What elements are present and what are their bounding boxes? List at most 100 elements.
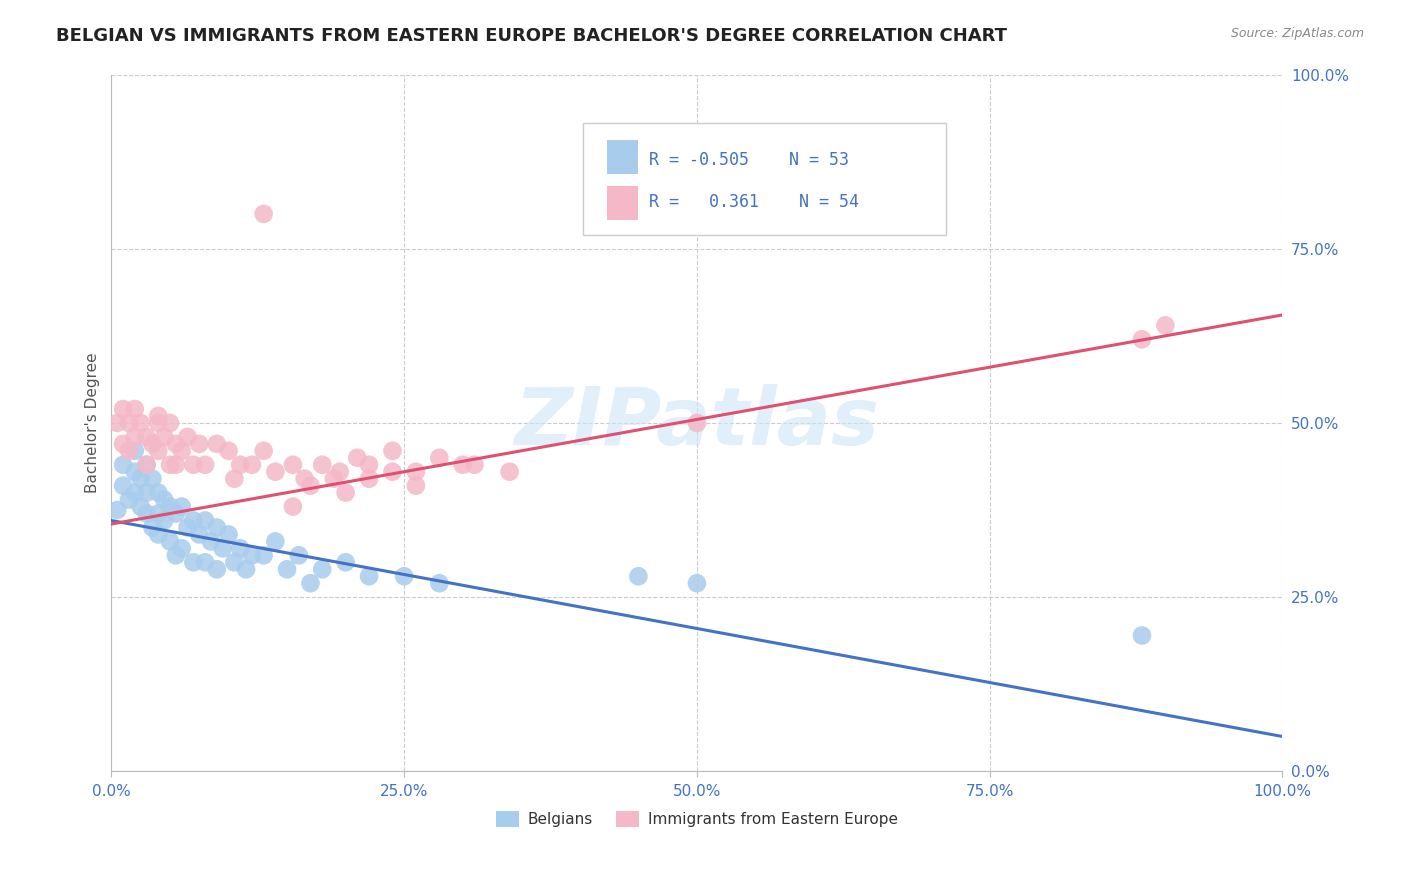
Text: R = -0.505    N = 53: R = -0.505 N = 53: [650, 151, 849, 169]
Point: [148, 485, 170, 500]
Point: [288, 549, 311, 563]
Point: [281, 458, 304, 472]
Point: [281, 500, 304, 514]
Point: [294, 472, 316, 486]
Point: [335, 485, 357, 500]
Point: [170, 541, 193, 556]
Point: [194, 458, 217, 472]
Text: BELGIAN VS IMMIGRANTS FROM EASTERN EUROPE BACHELOR'S DEGREE CORRELATION CHART: BELGIAN VS IMMIGRANTS FROM EASTERN EUROP…: [56, 27, 1007, 45]
Point: [463, 458, 485, 472]
Point: [153, 492, 176, 507]
Point: [165, 458, 187, 472]
Point: [276, 562, 298, 576]
Point: [112, 402, 135, 417]
Point: [1130, 628, 1153, 642]
Point: [329, 465, 352, 479]
Point: [141, 520, 163, 534]
Point: [240, 458, 263, 472]
Point: [381, 465, 404, 479]
Point: [183, 458, 205, 472]
Point: [118, 416, 141, 430]
Point: [299, 478, 322, 492]
Point: [165, 437, 187, 451]
Point: [141, 437, 163, 451]
Point: [124, 430, 146, 444]
Point: [322, 472, 344, 486]
Point: [240, 549, 263, 563]
Point: [112, 458, 135, 472]
Point: [253, 549, 276, 563]
Point: [299, 576, 322, 591]
Point: [357, 472, 380, 486]
Point: [135, 430, 157, 444]
Point: [211, 541, 233, 556]
Point: [135, 485, 157, 500]
Point: [235, 562, 257, 576]
Point: [200, 534, 222, 549]
Point: [183, 514, 205, 528]
Point: [229, 458, 252, 472]
Point: [148, 507, 170, 521]
Point: [135, 458, 157, 472]
Point: [176, 430, 198, 444]
Point: [1130, 332, 1153, 346]
Point: [205, 437, 228, 451]
Point: [170, 500, 193, 514]
Point: [264, 465, 287, 479]
Point: [205, 520, 228, 534]
Point: [170, 443, 193, 458]
Point: [427, 450, 450, 465]
Point: [159, 458, 181, 472]
Text: R =   0.361    N = 54: R = 0.361 N = 54: [650, 193, 859, 211]
Point: [148, 409, 170, 423]
Point: [135, 458, 157, 472]
Point: [159, 534, 181, 549]
Point: [112, 437, 135, 451]
Point: [311, 458, 333, 472]
Point: [311, 562, 333, 576]
Point: [224, 472, 246, 486]
Point: [105, 503, 128, 517]
Point: [135, 507, 157, 521]
Point: [118, 443, 141, 458]
Point: [165, 549, 187, 563]
Text: ZIPatlas: ZIPatlas: [515, 384, 879, 462]
Point: [224, 555, 246, 569]
Point: [141, 472, 163, 486]
Point: [159, 416, 181, 430]
Point: [148, 443, 170, 458]
Point: [427, 576, 450, 591]
Point: [159, 500, 181, 514]
Point: [153, 514, 176, 528]
Point: [335, 555, 357, 569]
Point: [188, 437, 211, 451]
Point: [218, 527, 240, 541]
Point: [129, 472, 152, 486]
Point: [218, 443, 240, 458]
Point: [686, 576, 709, 591]
Point: [405, 465, 427, 479]
Text: Source: ZipAtlas.com: Source: ZipAtlas.com: [1230, 27, 1364, 40]
Point: [357, 569, 380, 583]
Point: [498, 465, 520, 479]
Point: [183, 555, 205, 569]
Point: [124, 465, 146, 479]
Point: [194, 514, 217, 528]
Point: [153, 430, 176, 444]
Point: [686, 416, 709, 430]
Point: [118, 492, 141, 507]
Point: [627, 569, 650, 583]
Point: [264, 534, 287, 549]
Legend: Belgians, Immigrants from Eastern Europe: Belgians, Immigrants from Eastern Europe: [489, 805, 904, 833]
Point: [105, 416, 128, 430]
Point: [253, 443, 276, 458]
Point: [165, 507, 187, 521]
Point: [188, 527, 211, 541]
Point: [194, 555, 217, 569]
Y-axis label: Bachelor's Degree: Bachelor's Degree: [86, 352, 100, 493]
Point: [148, 416, 170, 430]
Point: [253, 207, 276, 221]
Point: [124, 485, 146, 500]
Point: [405, 478, 427, 492]
Point: [112, 478, 135, 492]
